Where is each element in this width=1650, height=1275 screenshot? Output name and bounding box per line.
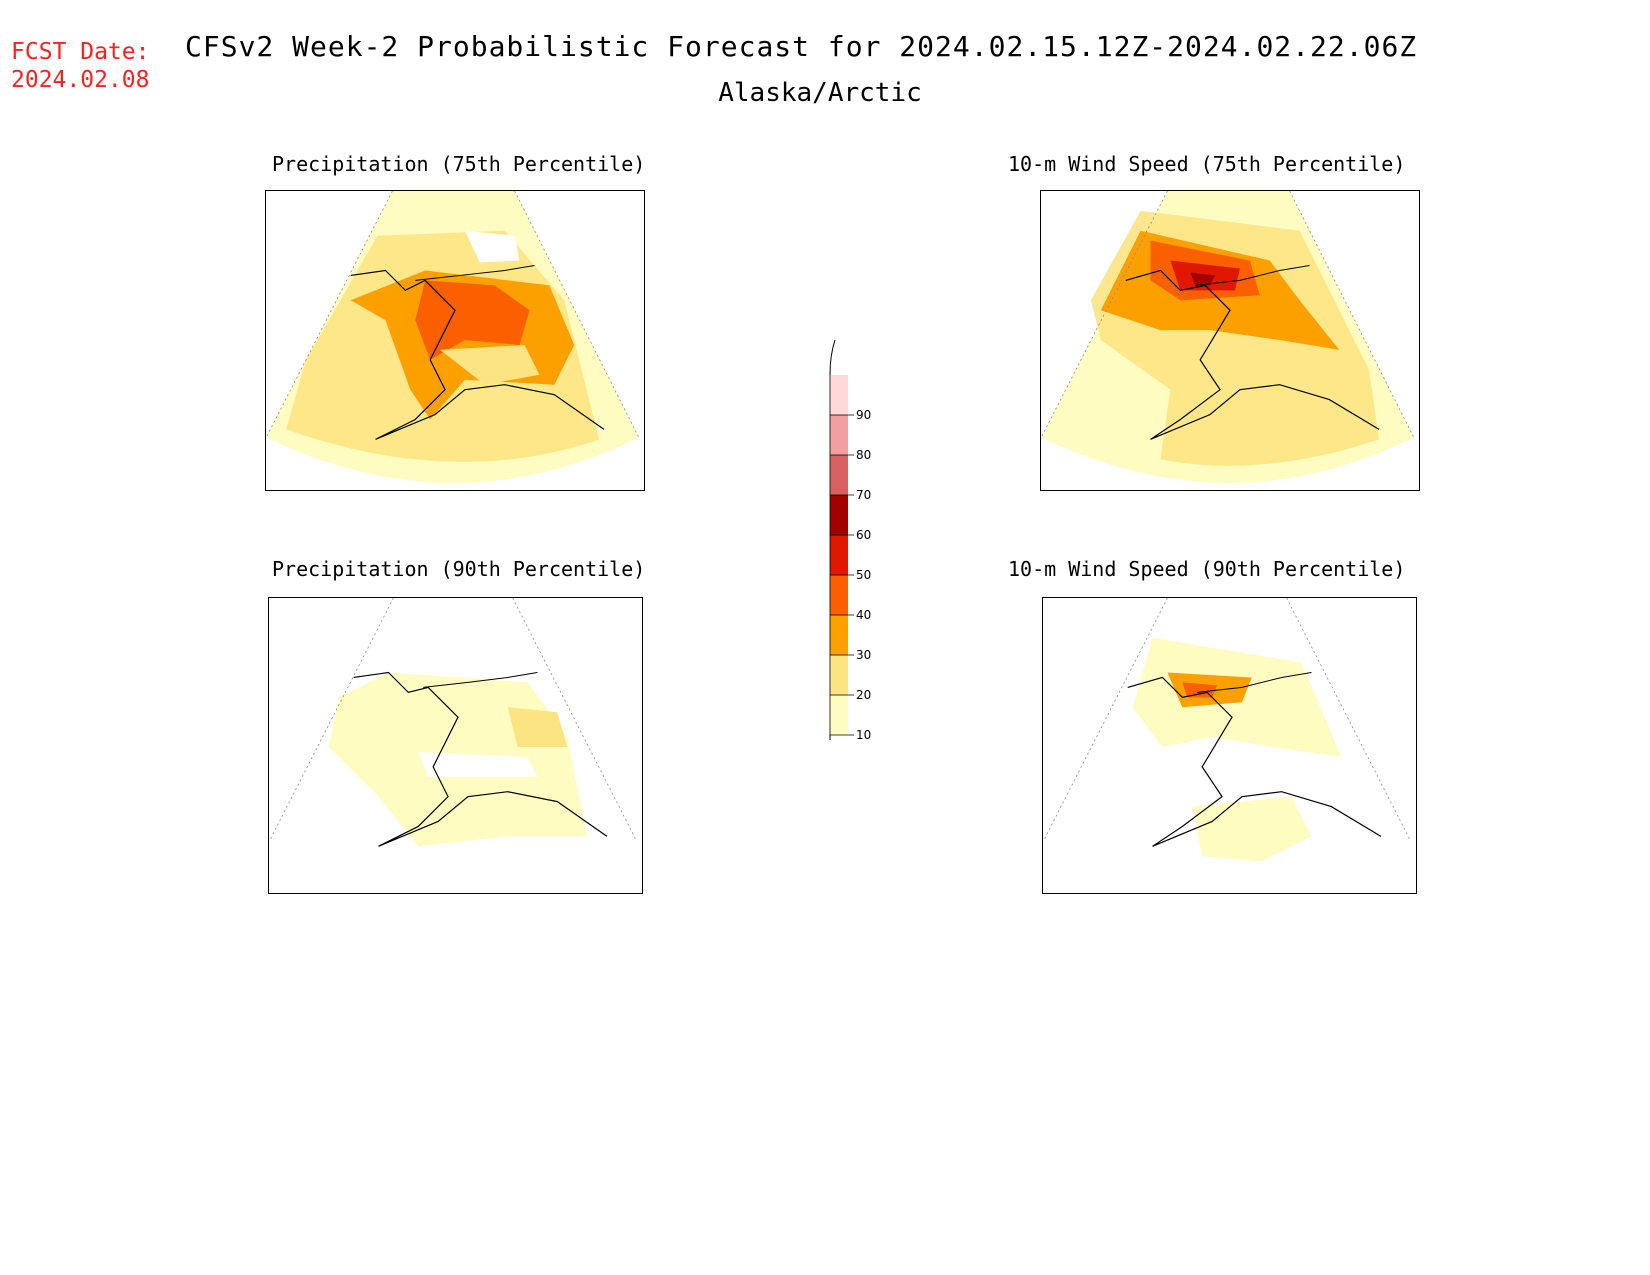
legend-tick-label: 30: [856, 648, 871, 662]
legend-bottom-cap: [829, 734, 836, 771]
legend-swatch: [830, 695, 848, 735]
meridian-lines: [269, 598, 638, 842]
color-legend: 10 20 30 40 50 60 70 80 90: [820, 335, 910, 771]
page-title: CFSv2 Week-2 Probabilistic Forecast for …: [185, 30, 1418, 63]
coastline: [353, 671, 608, 847]
legend-swatch: [830, 455, 848, 495]
region-subtitle: Alaska/Arctic: [0, 78, 1650, 108]
coastline: [350, 269, 605, 440]
contour-20b: [440, 344, 540, 385]
map-panel-precip75: [265, 190, 645, 491]
legend-tick-label: 40: [856, 608, 871, 622]
meridian-lines: [1041, 191, 1415, 438]
meridian-lines: [1043, 598, 1412, 842]
legend-bar: 10 20 30 40 50 60 70 80 90: [829, 339, 871, 771]
legend-tick-label: 80: [856, 448, 871, 462]
low-prob-area: [418, 751, 538, 777]
contour-20: [507, 707, 568, 747]
legend-swatch: [830, 375, 848, 415]
forecast-date-value: 2024.02.08: [11, 67, 150, 93]
map-precip90: [269, 598, 638, 887]
legend-tick-label: 50: [856, 568, 871, 582]
coastline: [1125, 269, 1380, 440]
legend-swatch: [830, 615, 848, 655]
map-wind90: [1043, 598, 1412, 887]
panel-title-wind75: 10-m Wind Speed (75th Percentile): [1008, 152, 1406, 176]
meridian-lines: [266, 191, 640, 438]
legend-tick-label: 90: [856, 408, 871, 422]
legend-swatch: [830, 655, 848, 695]
legend-top-cap: [829, 339, 836, 376]
map-panel-precip90: [268, 597, 643, 894]
panel-title-precip75: Precipitation (75th Percentile): [272, 152, 646, 176]
low-prob-area: [464, 230, 520, 263]
legend-swatch: [830, 535, 848, 575]
contour-60: [1190, 272, 1216, 286]
region-label: Alaska/Arctic: [718, 78, 922, 108]
border-line: [423, 672, 538, 688]
legend-tick-label: 20: [856, 688, 871, 702]
forecast-date-label: FCST Date:: [11, 39, 150, 65]
map-panel-wind90: [1042, 597, 1417, 894]
legend-swatch: [830, 575, 848, 615]
border-line: [1195, 265, 1310, 286]
legend-tick-label: 10: [856, 728, 871, 740]
border-line: [415, 265, 535, 281]
map-panel-wind75: [1040, 190, 1420, 491]
sector-fill: [1043, 598, 1411, 887]
coastline: [1127, 676, 1382, 847]
legend-tick-label: 70: [856, 488, 871, 502]
panel-title-wind90: 10-m Wind Speed (90th Percentile): [1008, 557, 1406, 581]
panel-title-precip90: Precipitation (90th Percentile): [272, 557, 646, 581]
legend-tick-label: 60: [856, 528, 871, 542]
map-precip75: [266, 191, 640, 484]
legend-swatch: [830, 495, 848, 535]
border-line: [1197, 672, 1312, 693]
legend-swatch: [830, 415, 848, 455]
contour-40: [415, 280, 530, 360]
forecast-date-block: FCST Date: 2024.02.08: [11, 38, 149, 94]
map-wind75: [1041, 191, 1415, 484]
